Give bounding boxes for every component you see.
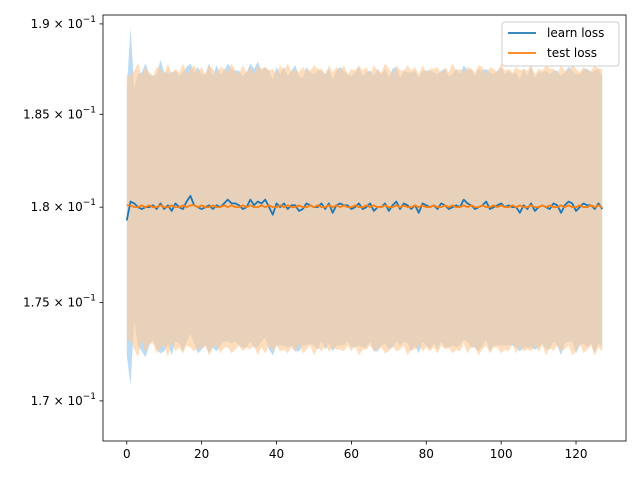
legend-label-learn-loss: learn loss xyxy=(547,26,604,40)
legend: learn loss test loss xyxy=(501,21,620,67)
y-tick-label: 1.9 × 10−1 xyxy=(31,15,96,31)
x-tick-label: 100 xyxy=(490,447,513,461)
x-tick-label: 120 xyxy=(565,447,588,461)
test-loss-line xyxy=(126,204,603,209)
x-axis: 0 20 40 60 80 100 120 xyxy=(123,441,588,461)
y-tick-label: 1.85 × 10−1 xyxy=(23,105,96,121)
y-tick-label: 1.7 × 10−1 xyxy=(31,392,96,408)
test-loss-band xyxy=(126,63,603,358)
axes-frame xyxy=(102,14,627,442)
x-tick-label: 0 xyxy=(123,447,131,461)
x-tick-label: 40 xyxy=(269,447,284,461)
plot-area xyxy=(125,27,603,385)
y-tick-label: 1.75 × 10−1 xyxy=(23,294,96,310)
x-tick-label: 60 xyxy=(344,447,359,461)
y-axis: 1.7 × 10−1 1.75 × 10−1 1.8 × 10−1 1.85 × 10… xyxy=(23,15,103,408)
x-tick-label: 20 xyxy=(194,447,209,461)
x-tick-label: 80 xyxy=(419,447,434,461)
y-tick-label: 1.8 × 10−1 xyxy=(31,198,96,214)
legend-label-test-loss: test loss xyxy=(547,46,597,60)
